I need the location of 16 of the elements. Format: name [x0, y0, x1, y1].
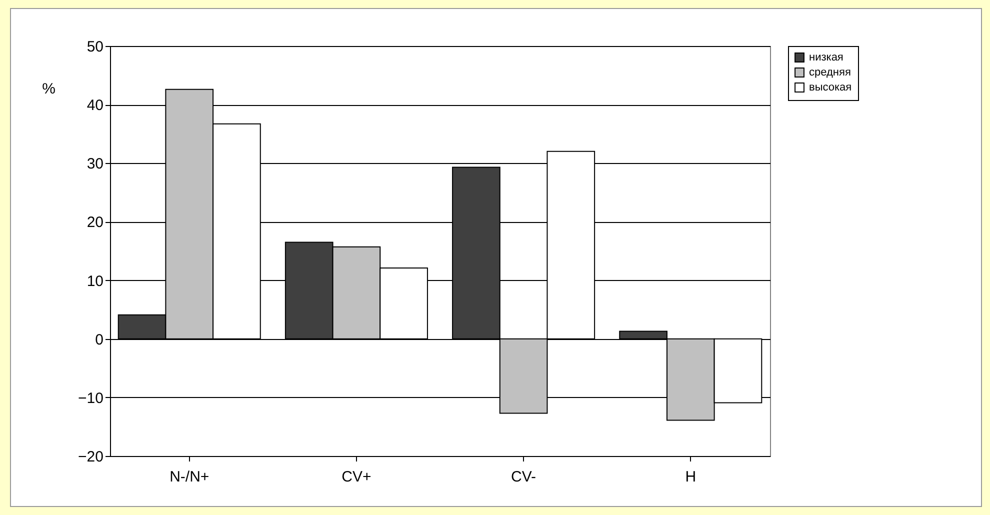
legend-label: средняя	[809, 66, 851, 78]
y-tick-label: −20	[78, 448, 104, 466]
legend-label: высокая	[809, 82, 852, 94]
x-tick-label: H	[685, 468, 696, 486]
legend-label: низкая	[809, 52, 844, 64]
y-axis-title: %	[42, 80, 56, 98]
x-tick-label: N-/N+	[170, 468, 210, 486]
y-tick-label: 40	[86, 97, 104, 114]
x-tick-label: CV-	[511, 468, 536, 486]
y-tick-label: −10	[78, 390, 104, 407]
y-tick-label: 20	[86, 214, 104, 232]
x-tick-label: CV+	[342, 468, 372, 486]
y-tick-label: 30	[86, 156, 104, 173]
y-tick-label: 10	[86, 272, 104, 290]
y-tick-label: 50	[86, 38, 104, 56]
y-tick-label: 0	[95, 331, 104, 348]
